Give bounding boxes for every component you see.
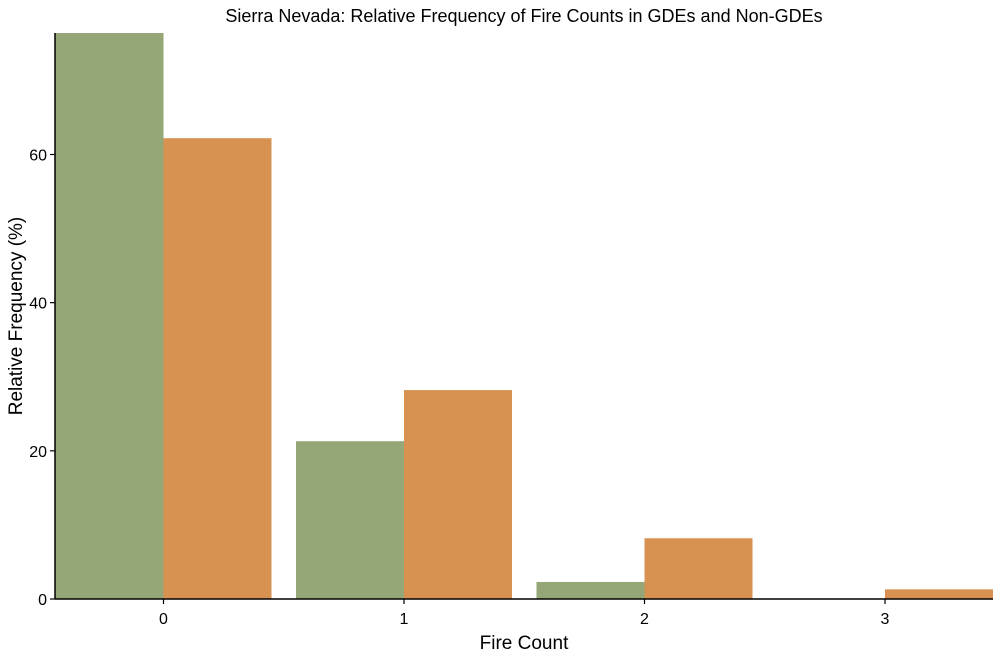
bar-series1-cat-0: [55, 33, 164, 599]
y-axis-label: Relative Frequency (%): [6, 217, 27, 416]
x-ticks-group: 0 1 2 3: [159, 599, 890, 628]
bar-series2-cat-0: [163, 138, 272, 599]
y-ticks-group: 0 20 40 60: [29, 147, 55, 609]
y-tick-label-60: 60: [29, 147, 47, 164]
x-tick-label-3: 3: [881, 611, 890, 628]
bar-series2-cat-3: [885, 589, 993, 599]
x-tick-label-0: 0: [159, 611, 168, 628]
bar-series2-cat-1: [404, 390, 512, 599]
y-tick-label-40: 40: [29, 296, 47, 313]
bar-series1-cat-1: [296, 441, 404, 599]
y-tick-label-0: 0: [38, 592, 47, 609]
x-axis-label: Fire Count: [480, 633, 569, 651]
x-tick-label-1: 1: [400, 611, 409, 628]
x-tick-label-2: 2: [640, 611, 649, 628]
bars-group: [55, 33, 993, 599]
bar-series1-cat-2: [536, 581, 645, 599]
chart-title: Sierra Nevada: Relative Frequency of Fir…: [225, 6, 822, 26]
bar-series2-cat-2: [644, 538, 753, 599]
y-tick-label-20: 20: [29, 444, 47, 461]
